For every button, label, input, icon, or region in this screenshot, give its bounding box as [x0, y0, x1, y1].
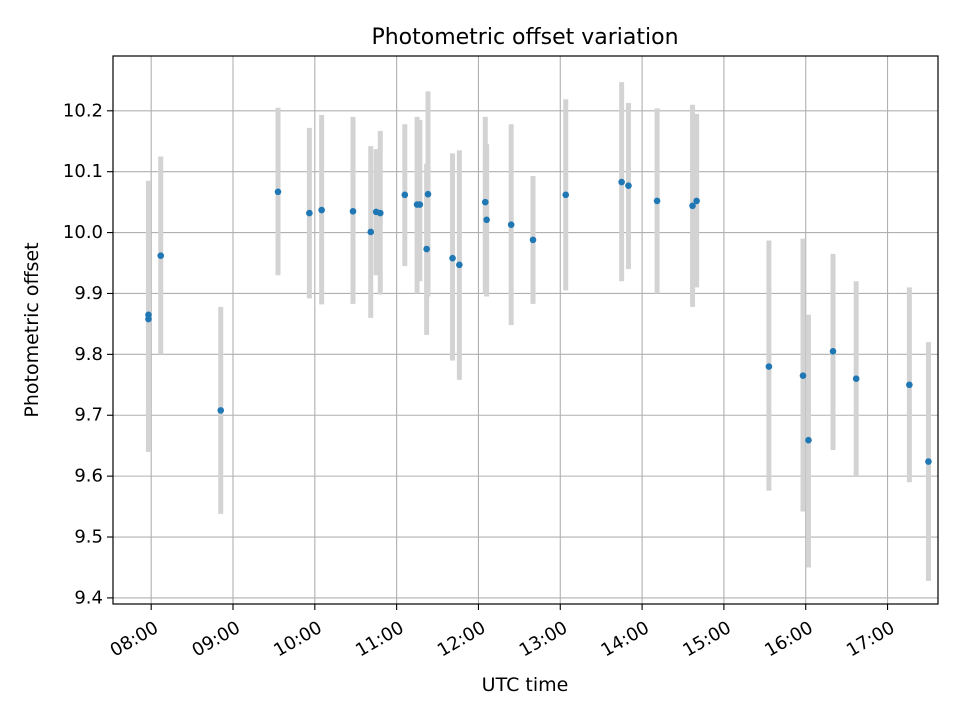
data-point: [829, 348, 837, 355]
data-point: [306, 209, 313, 217]
data-point: [805, 436, 812, 444]
y-tick-label: 9.8: [74, 344, 103, 365]
data-point: [423, 245, 430, 253]
data-point: [562, 191, 570, 199]
data-point: [618, 178, 625, 186]
data-point: [765, 363, 773, 370]
data-point: [416, 201, 424, 208]
data-point: [318, 206, 325, 214]
data-point: [689, 202, 696, 210]
y-tick-label: 10.2: [63, 100, 103, 121]
y-tick-label: 9.4: [74, 587, 103, 608]
data-point: [693, 197, 700, 205]
data-point: [625, 182, 632, 189]
y-tick-label: 10.0: [63, 222, 103, 243]
y-axis-ticks: 9.4 9.5 9.6 9.7 9.8 9.9 10.0 10.1 10.2: [63, 100, 113, 608]
y-tick-label: 9.5: [74, 527, 103, 548]
data-point: [424, 190, 432, 198]
data-point: [906, 381, 913, 389]
data-point: [925, 458, 932, 465]
data-point: [157, 252, 165, 260]
y-tick-label: 9.9: [74, 283, 103, 304]
data-point: [852, 375, 860, 383]
data-point: [449, 254, 456, 262]
data-point: [653, 197, 661, 205]
data-point: [483, 216, 490, 224]
data-point: [376, 209, 384, 217]
chart-title: Photometric offset variation: [371, 25, 678, 50]
data-point: [507, 221, 515, 228]
data-point: [367, 228, 375, 236]
data-point: [799, 372, 807, 379]
data-point: [529, 236, 537, 244]
data-point: [217, 407, 225, 414]
data-point: [401, 191, 409, 199]
data-point: [349, 207, 357, 215]
y-tick-label: 9.7: [74, 405, 103, 426]
data-point: [145, 315, 152, 323]
x-axis-label: UTC time: [482, 674, 569, 696]
y-axis-label: Photometric offset: [21, 242, 43, 417]
data-point: [481, 198, 489, 206]
data-markers: [145, 178, 932, 465]
y-tick-label: 9.6: [74, 466, 103, 487]
plot-frame: [112, 55, 939, 605]
data-point: [456, 261, 463, 269]
y-tick-label: 10.1: [63, 161, 103, 182]
data-point: [274, 188, 282, 196]
